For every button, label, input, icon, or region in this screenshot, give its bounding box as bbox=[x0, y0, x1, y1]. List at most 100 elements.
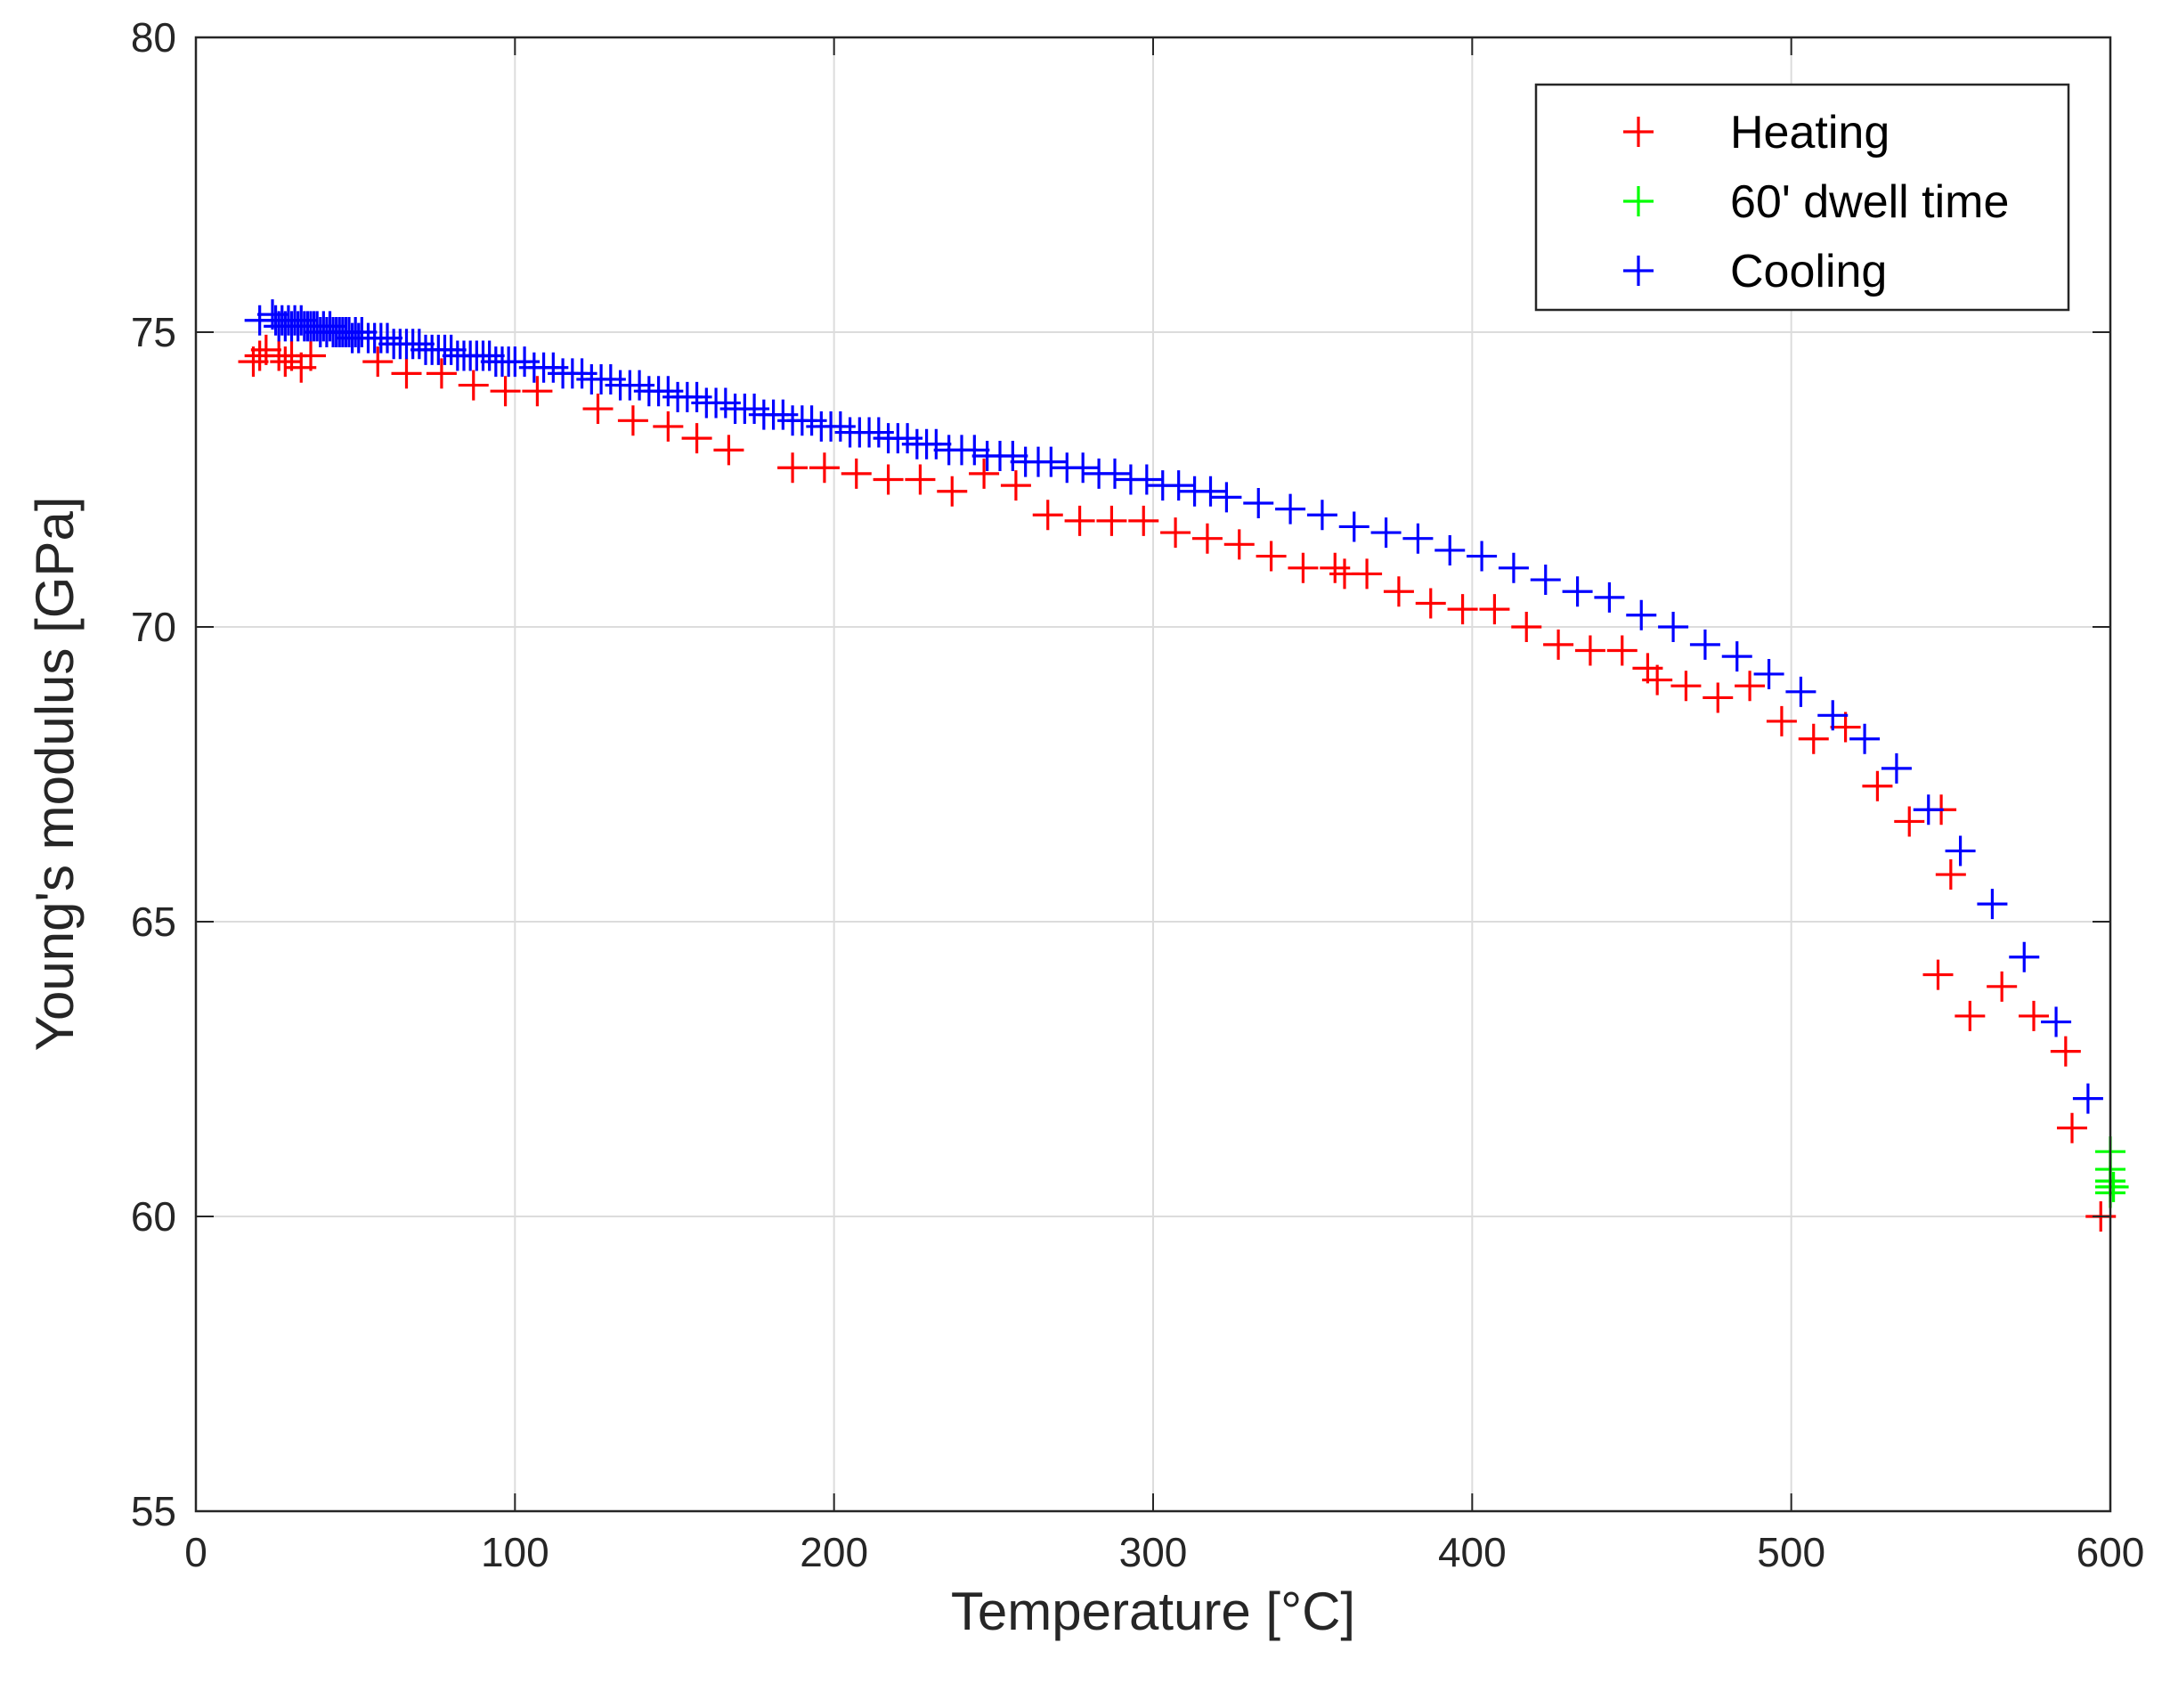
data-point bbox=[1817, 700, 1849, 731]
x-tick-label: 200 bbox=[800, 1529, 868, 1575]
y-tick-label: 55 bbox=[131, 1488, 176, 1534]
data-point bbox=[1945, 835, 1976, 866]
data-point bbox=[1128, 505, 1159, 536]
data-point bbox=[1467, 541, 1498, 572]
x-tick-labels: 0 100 200 300 400 500 600 bbox=[184, 1529, 2144, 1575]
data-point bbox=[2098, 1171, 2129, 1202]
data-point bbox=[1195, 476, 1226, 507]
data-point bbox=[873, 464, 904, 495]
data-point bbox=[1830, 712, 1861, 743]
data-point bbox=[372, 322, 402, 354]
data-point bbox=[1574, 635, 1605, 666]
data-point bbox=[1160, 517, 1191, 549]
x-tick-label: 0 bbox=[184, 1529, 207, 1575]
data-series bbox=[238, 299, 2129, 1232]
data-point bbox=[1288, 552, 1319, 583]
data-point bbox=[1955, 1000, 1986, 1031]
data-point bbox=[2057, 1112, 2087, 1143]
data-point bbox=[681, 423, 712, 454]
data-point bbox=[238, 346, 269, 378]
x-tick-label: 300 bbox=[1119, 1529, 1188, 1575]
data-point bbox=[1987, 971, 2018, 1002]
data-point bbox=[937, 476, 968, 507]
data-point bbox=[582, 394, 614, 425]
legend-marker bbox=[1623, 186, 1654, 216]
data-point bbox=[1753, 658, 1784, 689]
data-point bbox=[270, 346, 301, 378]
data-point bbox=[1096, 505, 1127, 536]
data-point bbox=[1543, 629, 1574, 660]
x-tick-label: 400 bbox=[1438, 1529, 1507, 1575]
series-heating bbox=[238, 334, 2117, 1232]
data-point bbox=[905, 464, 936, 495]
data-point bbox=[1881, 752, 1912, 784]
data-point bbox=[1163, 470, 1194, 501]
data-point bbox=[1068, 452, 1099, 484]
data-point bbox=[1935, 859, 1966, 891]
data-point bbox=[1913, 794, 1944, 826]
data-point bbox=[1370, 517, 1402, 549]
data-point bbox=[1064, 505, 1095, 536]
data-point bbox=[1766, 705, 1797, 736]
data-point bbox=[458, 370, 489, 401]
data-point bbox=[1434, 534, 1466, 565]
data-point bbox=[1479, 594, 1510, 625]
data-point bbox=[1922, 959, 1954, 990]
data-point bbox=[1658, 612, 1689, 642]
data-point bbox=[1735, 671, 1766, 702]
data-point bbox=[403, 329, 435, 360]
y-axis-title: Young's modulus [GPa] bbox=[25, 497, 85, 1052]
data-point bbox=[1338, 511, 1369, 542]
data-point bbox=[1223, 529, 1255, 560]
y-tick-label: 70 bbox=[131, 604, 176, 650]
data-point bbox=[1100, 458, 1130, 489]
data-point bbox=[1447, 594, 1478, 625]
x-tick-label: 600 bbox=[2077, 1529, 2145, 1575]
tick-marks bbox=[195, 37, 2111, 1512]
data-point bbox=[1383, 576, 1414, 607]
data-point bbox=[921, 428, 952, 460]
legend-marker bbox=[1623, 117, 1654, 147]
y-tick-labels: 55 60 65 70 75 80 bbox=[131, 14, 176, 1534]
legend: Heating 60' dwell time Cooling bbox=[1534, 83, 2070, 312]
data-point bbox=[1511, 612, 1542, 642]
data-point bbox=[1402, 523, 1434, 554]
data-point bbox=[959, 435, 990, 466]
data-point bbox=[1977, 889, 2008, 920]
data-point bbox=[1721, 641, 1752, 672]
legend-label: Heating bbox=[1730, 107, 1890, 159]
data-point bbox=[2041, 1006, 2072, 1037]
data-point bbox=[435, 334, 467, 365]
data-point bbox=[1703, 682, 1734, 713]
x-tick-label: 500 bbox=[1757, 1529, 1825, 1575]
x-tick-label: 100 bbox=[481, 1529, 549, 1575]
data-point bbox=[969, 458, 1000, 489]
legend-box bbox=[1534, 83, 2070, 312]
data-point bbox=[474, 340, 505, 371]
legend-label: Cooling bbox=[1730, 246, 1887, 297]
series-cooling bbox=[244, 299, 2103, 1114]
legend-marker bbox=[1623, 256, 1654, 286]
data-point bbox=[1642, 664, 1673, 695]
data-point bbox=[1498, 552, 1529, 583]
data-point bbox=[1785, 676, 1816, 707]
data-point bbox=[1670, 671, 1702, 702]
data-point bbox=[1036, 446, 1067, 477]
data-point bbox=[362, 346, 394, 378]
data-point bbox=[713, 435, 744, 466]
data-point bbox=[1594, 582, 1625, 613]
data-point bbox=[2019, 1000, 2049, 1031]
legend-label: 60' dwell time bbox=[1730, 176, 2009, 228]
data-point bbox=[1131, 464, 1162, 495]
data-point bbox=[1352, 558, 1383, 590]
data-point bbox=[1798, 723, 1829, 754]
y-tick-label: 65 bbox=[131, 899, 176, 945]
data-point bbox=[1275, 493, 1306, 525]
data-point bbox=[617, 405, 648, 436]
data-point bbox=[1243, 487, 1274, 518]
data-point bbox=[1032, 500, 1063, 531]
data-point bbox=[1849, 723, 1881, 754]
y-tick-label: 80 bbox=[131, 14, 176, 61]
data-point bbox=[1191, 523, 1223, 554]
